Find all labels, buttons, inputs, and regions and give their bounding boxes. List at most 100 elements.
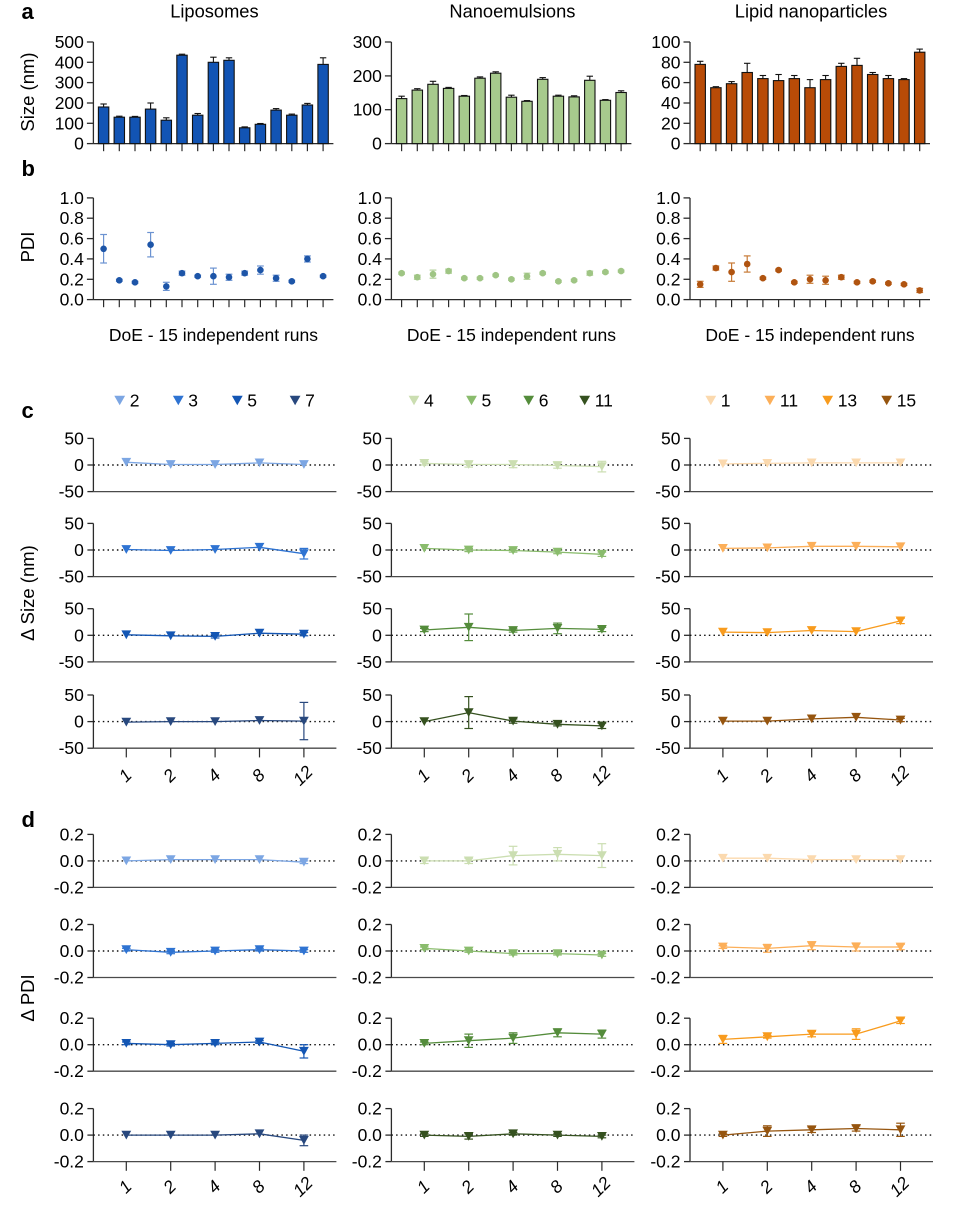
svg-text:0.0: 0.0 [358, 1125, 383, 1145]
svg-text:300: 300 [353, 32, 382, 52]
svg-text:-0.2: -0.2 [54, 1152, 84, 1172]
svg-text:100: 100 [353, 100, 382, 120]
svg-text:Nanoemulsions: Nanoemulsions [449, 1, 575, 22]
svg-text:50: 50 [64, 599, 84, 619]
svg-text:0: 0 [372, 540, 382, 560]
svg-text:0.2: 0.2 [60, 1008, 84, 1028]
svg-text:-0.2: -0.2 [54, 1061, 84, 1081]
svg-text:300: 300 [55, 73, 84, 93]
svg-text:0: 0 [671, 712, 681, 732]
svg-text:50: 50 [362, 599, 382, 619]
svg-text:DoE - 15 independent runs: DoE - 15 independent runs [407, 325, 616, 345]
svg-text:400: 400 [55, 52, 84, 72]
svg-text:0.6: 0.6 [358, 229, 382, 249]
svg-text:-50: -50 [59, 738, 85, 758]
svg-text:0: 0 [74, 712, 84, 732]
svg-text:0.6: 0.6 [656, 229, 680, 249]
svg-text:0.0: 0.0 [60, 290, 85, 310]
svg-text:-0.2: -0.2 [352, 877, 382, 897]
svg-text:-50: -50 [59, 567, 85, 587]
svg-text:0.0: 0.0 [656, 1035, 681, 1055]
svg-text:0.2: 0.2 [60, 1099, 84, 1119]
svg-text:-50: -50 [59, 482, 85, 502]
svg-text:500: 500 [55, 32, 84, 52]
svg-text:11: 11 [595, 391, 613, 411]
svg-text:13: 13 [838, 391, 857, 411]
svg-text:-50: -50 [59, 652, 85, 672]
svg-text:0: 0 [671, 455, 681, 475]
svg-text:0.0: 0.0 [358, 290, 383, 310]
svg-text:Δ PDI: Δ PDI [17, 974, 38, 1021]
svg-text:0.6: 0.6 [60, 229, 84, 249]
svg-text:DoE - 15 independent runs: DoE - 15 independent runs [705, 325, 914, 345]
svg-text:50: 50 [64, 428, 84, 448]
svg-text:100: 100 [651, 32, 680, 52]
svg-text:a: a [22, 0, 35, 24]
svg-text:0.2: 0.2 [60, 824, 84, 844]
svg-text:-0.2: -0.2 [650, 1061, 680, 1081]
svg-text:-50: -50 [655, 567, 681, 587]
svg-text:0: 0 [372, 712, 382, 732]
svg-text:PDI: PDI [17, 232, 38, 263]
svg-text:0.4: 0.4 [656, 249, 681, 269]
svg-text:0.0: 0.0 [60, 1125, 85, 1145]
svg-text:c: c [22, 398, 34, 423]
svg-text:0.2: 0.2 [358, 1008, 382, 1028]
svg-text:0: 0 [372, 455, 382, 475]
svg-text:50: 50 [362, 513, 382, 533]
svg-text:50: 50 [661, 513, 681, 533]
svg-text:3: 3 [188, 391, 198, 411]
svg-text:100: 100 [55, 113, 84, 133]
svg-text:0.0: 0.0 [656, 290, 681, 310]
svg-text:0.0: 0.0 [358, 1035, 383, 1055]
svg-text:0.0: 0.0 [358, 941, 383, 961]
svg-text:0: 0 [74, 134, 84, 154]
svg-text:Δ Size (nm): Δ Size (nm) [17, 545, 38, 641]
svg-text:200: 200 [353, 66, 382, 86]
svg-text:0.2: 0.2 [656, 915, 680, 935]
svg-text:-50: -50 [357, 652, 383, 672]
svg-text:0.2: 0.2 [358, 915, 382, 935]
svg-text:0.0: 0.0 [60, 941, 85, 961]
svg-text:Size (nm): Size (nm) [17, 52, 38, 131]
svg-text:80: 80 [661, 52, 681, 72]
svg-text:50: 50 [64, 685, 84, 705]
svg-text:0.8: 0.8 [656, 208, 680, 228]
svg-text:0.0: 0.0 [656, 941, 681, 961]
svg-text:0: 0 [372, 134, 382, 154]
svg-text:0: 0 [74, 625, 84, 645]
svg-text:b: b [22, 156, 35, 181]
svg-text:0.0: 0.0 [656, 1125, 681, 1145]
svg-text:1.0: 1.0 [656, 188, 681, 208]
svg-text:20: 20 [661, 113, 681, 133]
svg-text:6: 6 [539, 391, 549, 411]
svg-text:-50: -50 [357, 567, 383, 587]
svg-text:5: 5 [482, 391, 492, 411]
svg-text:0: 0 [74, 455, 84, 475]
svg-text:2: 2 [130, 391, 140, 411]
svg-text:60: 60 [661, 73, 681, 93]
svg-text:-50: -50 [357, 738, 383, 758]
svg-text:0.0: 0.0 [60, 851, 85, 871]
svg-text:0.2: 0.2 [656, 824, 680, 844]
svg-text:-0.2: -0.2 [650, 1152, 680, 1172]
svg-text:50: 50 [362, 685, 382, 705]
svg-text:-50: -50 [655, 482, 681, 502]
svg-text:40: 40 [661, 93, 681, 113]
svg-text:1.0: 1.0 [358, 188, 383, 208]
svg-text:0.4: 0.4 [60, 249, 85, 269]
svg-text:-0.2: -0.2 [352, 1061, 382, 1081]
svg-text:0: 0 [74, 540, 84, 560]
svg-text:-0.2: -0.2 [352, 968, 382, 988]
svg-text:-0.2: -0.2 [650, 968, 680, 988]
svg-text:-0.2: -0.2 [54, 877, 84, 897]
svg-text:5: 5 [247, 391, 257, 411]
svg-text:0: 0 [372, 625, 382, 645]
svg-text:-50: -50 [655, 652, 681, 672]
svg-text:d: d [22, 807, 35, 832]
svg-text:50: 50 [64, 513, 84, 533]
svg-text:50: 50 [661, 685, 681, 705]
svg-text:0.2: 0.2 [656, 269, 680, 289]
svg-text:-0.2: -0.2 [54, 968, 84, 988]
svg-text:1: 1 [721, 391, 731, 411]
